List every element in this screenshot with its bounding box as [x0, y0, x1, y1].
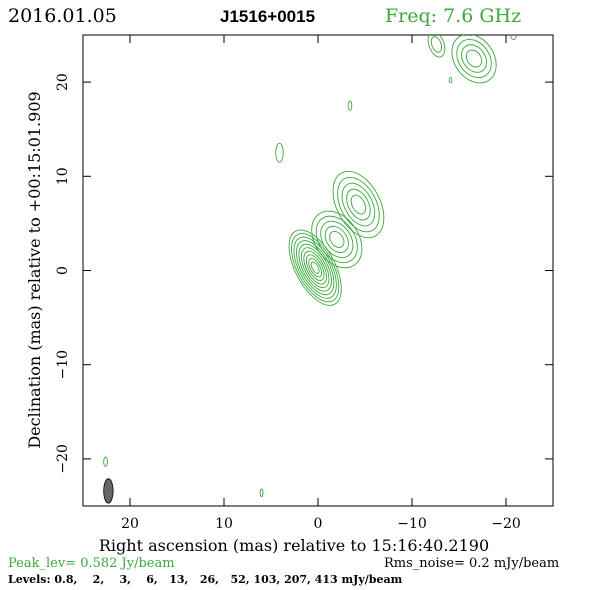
contour-blob-b: [347, 100, 353, 111]
x-tick-label: 0: [314, 516, 323, 532]
contour-blob-d: [451, 35, 497, 84]
y-tick-label: −20: [55, 444, 71, 474]
contour-jet-2: [341, 182, 376, 227]
y-tick-label: −10: [55, 350, 71, 380]
contour-core: [310, 261, 320, 274]
contour-jet-2: [346, 188, 371, 221]
contour-core: [308, 257, 323, 278]
plot-frame: [82, 34, 554, 507]
contour-blob-d: [456, 39, 492, 79]
restoring-beam: [103, 478, 114, 504]
beam-layer: [103, 478, 114, 504]
x-tick-label: −10: [397, 516, 427, 532]
y-tick-label: 20: [55, 73, 71, 91]
contour-set: [103, 35, 517, 498]
contour-blob-c: [427, 35, 446, 58]
contour-blob-d: [461, 44, 487, 73]
x-tick-label: 10: [215, 516, 233, 532]
x-tick-label: −20: [491, 516, 521, 532]
contour-blob-f: [510, 35, 517, 41]
contour-blob-h: [259, 488, 264, 498]
contour-levels: Levels: 0.8, 2, 3, 6, 13, 26, 52, 103, 2…: [8, 573, 403, 586]
x-tick-label: 20: [121, 516, 139, 532]
contour-blob-c: [430, 36, 443, 53]
source-name: J1516+0015: [220, 7, 315, 26]
contour-core: [291, 233, 340, 303]
contour-core: [288, 229, 342, 306]
contour-core: [305, 254, 325, 281]
contour-core: [293, 236, 337, 299]
contour-jet-1: [329, 230, 345, 248]
y-tick-label: 0: [55, 266, 71, 275]
contour-core: [303, 250, 327, 285]
contour-jet-1: [324, 225, 349, 253]
rms-noise: Rms_noise= 0.2 mJy/beam: [384, 556, 559, 571]
y-tick-label: 10: [55, 167, 71, 185]
contour-jet-1: [315, 215, 358, 264]
axis-ticks: [83, 35, 553, 506]
axis-tick-labels: 20 10 0 −10 −20 20 10 0 −10 −20: [55, 73, 521, 532]
peak-level: Peak_lev= 0.582 Jy/beam: [8, 556, 175, 571]
contour-blob-e: [448, 76, 453, 84]
contour-jet-2: [350, 194, 367, 215]
contour-jet-1: [311, 210, 363, 269]
contour-jet-2: [332, 170, 385, 239]
x-axis-label: Right ascension (mas) relative to 15:16:…: [99, 536, 489, 555]
contour-blob-d: [465, 49, 483, 68]
observation-date: 2016.01.05: [8, 5, 117, 27]
contour-jet-1: [320, 220, 354, 259]
contour-core: [300, 247, 330, 289]
contour-jet-2: [337, 176, 380, 233]
contour-blob-g: [103, 456, 108, 467]
contour-blob-a: [275, 142, 284, 163]
contour-core: [298, 243, 332, 292]
frequency-label: Freq: 7.6 GHz: [385, 5, 521, 27]
y-axis-label: Declination (mas) relative to +00:15:01.…: [25, 91, 44, 448]
